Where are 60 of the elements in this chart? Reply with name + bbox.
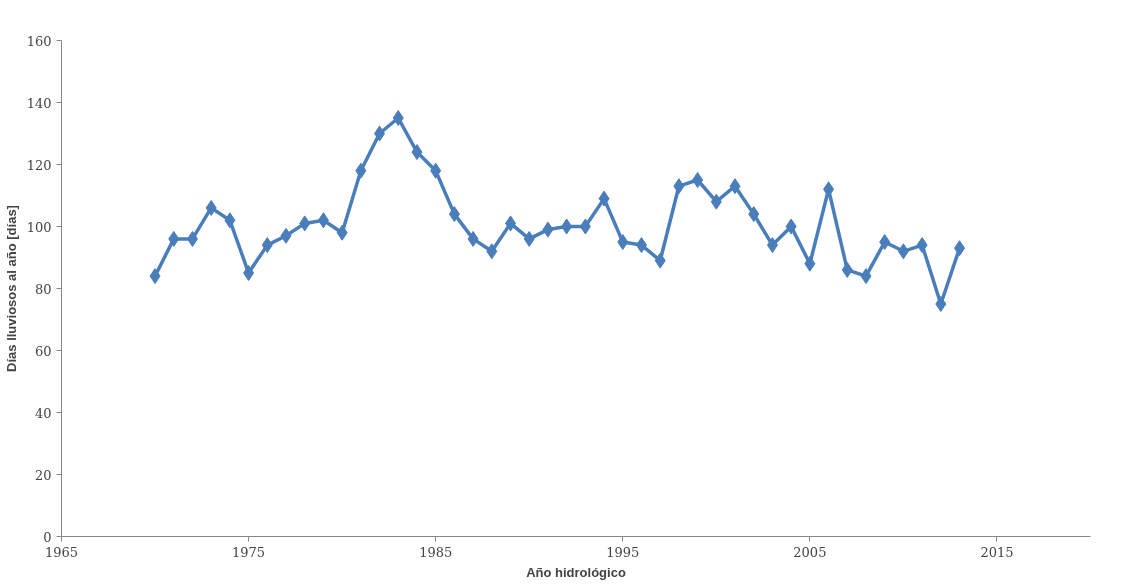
point — [374, 125, 386, 142]
x-tick-label: 2005 — [793, 544, 827, 560]
point — [692, 172, 704, 188]
point — [654, 252, 666, 269]
point — [841, 261, 853, 278]
point — [729, 178, 741, 195]
point — [635, 237, 647, 254]
point — [598, 190, 610, 207]
y-tick-label: 160 — [26, 33, 52, 49]
point — [411, 144, 423, 161]
y-tick-label: 140 — [26, 95, 52, 111]
point — [673, 178, 685, 195]
point — [710, 193, 722, 210]
point — [523, 230, 535, 247]
point — [785, 218, 797, 235]
point — [879, 234, 891, 250]
y-tick-label: 40 — [34, 405, 52, 421]
point — [336, 224, 348, 241]
point — [261, 237, 273, 254]
point — [579, 218, 591, 235]
point — [542, 221, 554, 238]
point — [954, 240, 966, 257]
point — [243, 265, 255, 281]
y-tick-label: 100 — [26, 219, 52, 235]
point — [467, 230, 479, 247]
y-tick-label: 80 — [34, 281, 52, 297]
point — [804, 255, 816, 272]
point — [748, 206, 760, 223]
point — [448, 206, 460, 223]
point — [935, 296, 947, 312]
y-axis-title: Días lluviosos al año [días] — [3, 205, 19, 372]
point — [392, 110, 404, 126]
point — [317, 212, 329, 229]
point — [561, 218, 573, 235]
x-tick-label: 1995 — [606, 544, 640, 560]
x-tick-label: 1985 — [419, 544, 453, 560]
y-tick-label: 0 — [43, 529, 52, 545]
point — [617, 234, 629, 250]
point — [168, 230, 180, 247]
y-tick-label: 20 — [34, 467, 52, 483]
point — [897, 243, 909, 260]
point — [486, 243, 498, 260]
point — [149, 268, 161, 285]
point — [916, 237, 928, 254]
point — [505, 215, 517, 232]
point — [860, 268, 872, 285]
x-tick-label: 1975 — [232, 544, 266, 560]
y-tick-label: 60 — [34, 343, 52, 359]
x-axis-title: Año hidrológico — [526, 564, 626, 580]
point — [355, 162, 367, 179]
x-tick-label: 2015 — [980, 544, 1014, 560]
point — [186, 230, 198, 247]
y-tick-label: 120 — [26, 157, 52, 173]
point — [299, 215, 311, 232]
x-tick-label: 1965 — [44, 544, 79, 560]
point — [430, 162, 442, 179]
point — [224, 212, 236, 229]
point — [280, 227, 292, 244]
point — [205, 199, 217, 216]
point — [766, 237, 778, 254]
